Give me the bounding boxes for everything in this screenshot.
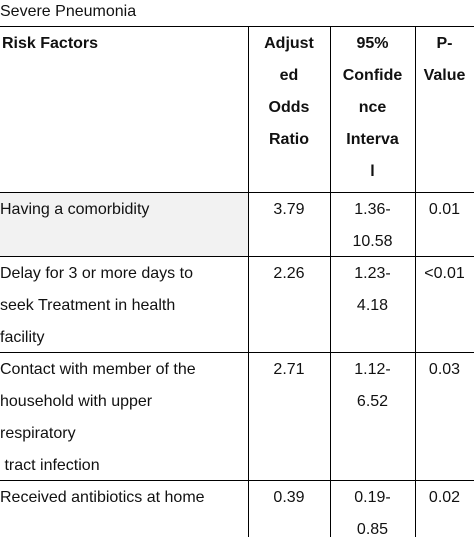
- ci-line: 1.12-: [354, 361, 391, 378]
- table-border-top: [0, 26, 474, 27]
- column-divider: [415, 26, 416, 537]
- risk-factor-line: household with upper: [0, 393, 153, 410]
- header-aor-line-3: Odds: [268, 99, 310, 116]
- table-divider: [0, 192, 474, 193]
- header-p-line-1: P-: [436, 35, 453, 52]
- aor-cell: 2.71: [273, 361, 305, 378]
- table-header-row: Risk Factors Adjust ed Odds Ratio 95% Co…: [0, 26, 474, 186]
- ci-cell: 0.19- 0.85: [330, 480, 415, 538]
- risk-factor-cell: Having a comorbidity: [0, 192, 248, 256]
- p-value-cell: 0.01: [428, 201, 461, 218]
- risk-factor-line: seek Treatment in health: [0, 297, 176, 314]
- table-caption: Severe Pneumonia: [0, 3, 137, 20]
- header-ci-line-5: l: [370, 163, 375, 180]
- ci-line: 10.58: [352, 233, 393, 250]
- header-p-line-2: Value: [423, 67, 466, 84]
- risk-factor-line: Delay for 3 or more days to: [0, 265, 193, 282]
- risk-factor-line: Contact with member of the: [0, 361, 196, 378]
- risk-factor-cell: Contact with member of the household wit…: [0, 352, 248, 480]
- header-p-value: P- Value: [415, 26, 474, 186]
- table-row: Delay for 3 or more days to seek Treatme…: [0, 256, 474, 352]
- risk-factor-line: facility: [0, 329, 45, 346]
- risk-factor-line: Having a comorbidity: [0, 201, 150, 218]
- risk-factor-line: tract infection: [0, 457, 100, 474]
- p-value-cell: 0.02: [428, 489, 461, 506]
- table-divider: [0, 256, 474, 257]
- header-confidence-interval: 95% Confide nce Interva l: [330, 26, 415, 186]
- header-risk-factors: Risk Factors: [0, 26, 248, 186]
- risk-factor-cell: Delay for 3 or more days to seek Treatme…: [0, 256, 248, 352]
- ci-line: 1.23-: [354, 265, 391, 282]
- p-value-cell: <0.01: [424, 265, 465, 282]
- ci-cell: 1.36- 10.58: [330, 192, 415, 256]
- risk-factor-cell: Received antibiotics at home: [0, 480, 248, 537]
- header-aor-line-1: Adjust: [264, 35, 314, 52]
- table-row: Received antibiotics at home 0.39 0.19- …: [0, 480, 474, 538]
- ci-cell: 1.12- 6.52: [330, 352, 415, 480]
- risk-factor-line: Received antibiotics at home: [0, 489, 205, 506]
- header-ci-line-3: nce: [358, 99, 387, 116]
- p-value-cell: 0.03: [428, 361, 461, 378]
- header-aor-line-4: Ratio: [269, 131, 309, 148]
- table-row: Having a comorbidity 3.79 1.36- 10.58 0.…: [0, 192, 474, 256]
- ci-line: 6.52: [356, 393, 389, 410]
- ci-line: 4.18: [356, 297, 389, 314]
- aor-cell: 2.26: [273, 265, 305, 282]
- header-ci-line-1: 95%: [356, 35, 389, 52]
- table-row: Contact with member of the household wit…: [0, 352, 474, 480]
- header-ci-line-2: Confide: [342, 67, 403, 84]
- ci-line: 1.36-: [354, 201, 391, 218]
- aor-cell: 0.39: [273, 489, 305, 506]
- risk-factor-line: respiratory: [0, 425, 76, 442]
- header-aor-line-2: ed: [279, 67, 299, 84]
- header-adjusted-odds-ratio: Adjust ed Odds Ratio: [248, 26, 330, 186]
- aor-cell: 3.79: [273, 201, 305, 218]
- ci-line: 0.85: [356, 521, 389, 538]
- column-divider: [330, 26, 331, 537]
- ci-line: 0.19-: [354, 489, 391, 506]
- table-divider: [0, 352, 474, 353]
- header-risk-factors-text: Risk Factors: [2, 35, 99, 52]
- ci-cell: 1.23- 4.18: [330, 256, 415, 352]
- table-divider: [0, 480, 474, 481]
- column-divider: [248, 26, 249, 537]
- header-ci-line-4: Interva: [346, 131, 399, 148]
